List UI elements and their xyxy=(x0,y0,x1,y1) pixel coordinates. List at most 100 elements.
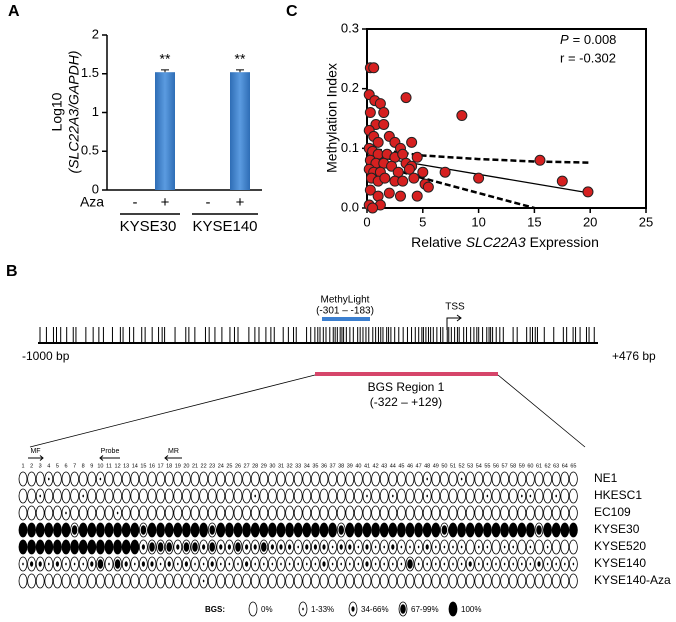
cpg-fill xyxy=(71,525,78,535)
cpg-fill xyxy=(288,544,292,550)
cpg-site xyxy=(379,471,389,487)
y-label: Log10 xyxy=(49,92,65,131)
cpg-site xyxy=(379,505,389,521)
y-label: Methylation Index xyxy=(324,63,340,173)
cpg-fill xyxy=(167,561,171,567)
cpg-number: 61 xyxy=(536,463,542,469)
cpg-site xyxy=(78,539,88,555)
cpg-site xyxy=(216,488,226,504)
point xyxy=(368,62,380,74)
cpg-fill xyxy=(529,545,532,549)
cpg-site xyxy=(267,505,277,521)
cpg-number: 5 xyxy=(56,463,59,469)
cpg-site xyxy=(233,505,243,521)
cpg-site xyxy=(285,522,295,538)
cpg-number: 23 xyxy=(209,463,215,469)
cpg-fill xyxy=(270,544,274,550)
cpg-site xyxy=(491,471,501,487)
cpg-site xyxy=(199,471,209,487)
cpg-site xyxy=(53,539,62,555)
cpg-site xyxy=(302,522,312,538)
cpg-site xyxy=(173,522,183,538)
cpg-site xyxy=(414,471,424,487)
cpg-site xyxy=(500,522,510,538)
cpg-site xyxy=(276,573,286,589)
cpg-site xyxy=(190,488,200,504)
y-tick-label: 0.3 xyxy=(341,20,359,35)
cpg-fill xyxy=(521,494,523,498)
point xyxy=(400,92,412,104)
cpg-site xyxy=(457,505,467,521)
cpg-site xyxy=(164,573,174,589)
cpg-number: 58 xyxy=(510,463,516,469)
cpg-site xyxy=(293,471,303,487)
cpg-site xyxy=(560,539,570,555)
cpg-site xyxy=(87,522,97,538)
point xyxy=(364,107,376,119)
cpg-site xyxy=(96,505,105,521)
cpg-fill xyxy=(555,562,557,566)
cpg-site xyxy=(285,488,295,504)
point xyxy=(372,190,384,202)
cpg-site xyxy=(130,471,140,487)
cpg-site xyxy=(431,471,441,487)
point xyxy=(582,186,594,198)
cpg-site xyxy=(207,488,217,504)
cpg-site xyxy=(353,505,363,521)
cpg-fill xyxy=(383,545,386,549)
cpg-number: 35 xyxy=(312,463,318,469)
cpg-site xyxy=(569,573,578,589)
cpg-site xyxy=(302,488,312,504)
cpg-site xyxy=(44,573,54,589)
cpg-site xyxy=(353,471,363,487)
x-label-part: SLC22A3 xyxy=(466,234,526,250)
cpg-site xyxy=(448,488,458,504)
cpg-site xyxy=(70,539,79,555)
cpg-number: 64 xyxy=(562,463,568,469)
cpg-site xyxy=(465,522,475,538)
cpg-site xyxy=(543,471,552,487)
cpg-fill xyxy=(572,562,575,566)
cpg-fill xyxy=(209,542,215,552)
cpg-site xyxy=(61,471,71,487)
cpg-site xyxy=(353,488,363,504)
cpg-number: 37 xyxy=(330,463,336,469)
y-tick-label: 0.5 xyxy=(81,143,99,158)
cpg-site xyxy=(517,471,527,487)
cpg-fill xyxy=(48,477,50,481)
cpg-site xyxy=(439,488,449,504)
cpg-fill xyxy=(55,561,60,567)
cpg-fill xyxy=(157,542,164,552)
cpg-site xyxy=(147,505,157,521)
cpg-site xyxy=(87,505,97,521)
point xyxy=(379,172,391,184)
cpg-site xyxy=(190,505,200,521)
bar xyxy=(155,72,175,190)
cpg-site xyxy=(207,471,217,487)
cpg-site xyxy=(465,488,475,504)
significance: ** xyxy=(160,51,171,67)
cpg-site xyxy=(44,488,54,504)
cpg-number: 31 xyxy=(278,463,284,469)
cpg-number: 52 xyxy=(459,463,465,469)
cpg-fill xyxy=(288,562,291,566)
cpg-site xyxy=(353,522,363,538)
cpg-number: 30 xyxy=(269,463,275,469)
cpg-site xyxy=(285,573,295,589)
point xyxy=(408,172,420,184)
cpg-site xyxy=(27,539,37,555)
cpg-fill xyxy=(374,545,377,549)
legend-label: 67-99% xyxy=(411,605,439,614)
cpg-site xyxy=(560,505,570,521)
cpg-site xyxy=(104,573,114,589)
cpg-fill xyxy=(302,607,304,611)
point xyxy=(403,163,415,175)
cpg-site xyxy=(130,522,140,538)
cpg-fill xyxy=(512,562,514,566)
cpg-site xyxy=(431,488,441,504)
cpg-fill xyxy=(184,561,188,567)
cpg-number: 16 xyxy=(149,463,155,469)
cpg-site xyxy=(379,488,389,504)
sample-label: EC109 xyxy=(594,505,631,519)
cpg-site xyxy=(431,505,441,521)
